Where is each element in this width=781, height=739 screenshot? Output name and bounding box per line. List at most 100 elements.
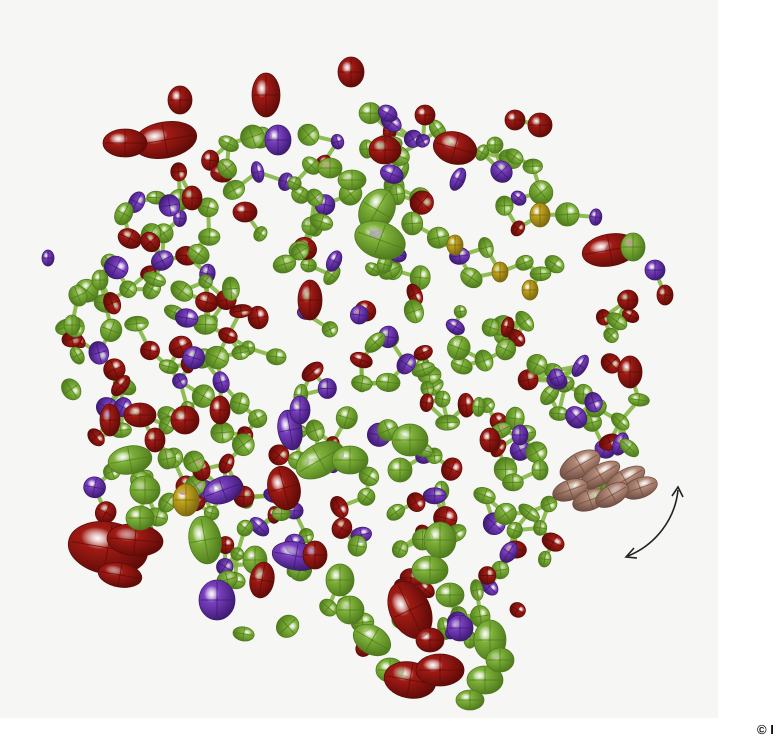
carbon-atom [426,226,450,249]
carbon-atom [187,243,210,265]
carbon-atom [628,393,650,407]
nitrogen-atom [83,476,106,499]
oxygen-atom [330,496,349,518]
carbon-atom [305,419,325,442]
carbon-atom [515,310,535,332]
oxygen-atom [331,517,353,539]
disordered-atom [595,482,629,508]
carbon-atom [387,457,413,483]
oxygen-atom [441,457,463,481]
nitrogen-atom [174,308,199,328]
carbon-atom [474,349,494,372]
nitrogen-atom [589,208,603,226]
oxygen-atom [170,162,188,182]
nitrogen-atom [172,373,188,389]
nitrogen-atom [151,250,174,271]
carbon-atom [236,519,254,537]
nitrogen-atom [158,194,181,217]
carbon-atom [423,521,457,559]
nitrogen-atom [446,614,474,642]
nitrogen-atom [203,475,243,505]
carbon-atom [505,406,525,431]
carbon-atom [357,487,376,506]
carbon-atom [231,433,255,457]
carbon-atom [365,262,381,277]
disordered-atom [579,460,621,490]
carbon-atom [157,448,177,470]
oxygen-atom [478,566,497,585]
carbon-atom [544,255,565,274]
carbon-atom [358,466,380,487]
oxygen-atom [209,395,231,425]
carbon-atom [183,450,205,473]
oxygen-atom [268,444,290,466]
oxygen-atom [414,104,436,126]
carbon-atom [203,505,220,521]
carbon-atom [411,361,435,378]
carbon-atom [317,157,343,179]
carbon-atom [494,502,517,525]
carbon-atom [518,503,540,522]
oxygen-atom [656,284,674,306]
carbon-atom [401,211,424,236]
carbon-atom [231,345,250,361]
carbon-atom [321,321,339,338]
nitrogen-atom [548,368,565,387]
oxygen-atom [504,109,526,131]
carbon-atom [301,156,321,175]
carbon-atom [481,318,500,337]
oxygen-atom [201,149,220,171]
carbon-atom [386,503,405,521]
copyright-credit: © I [757,722,774,737]
carbon-atom [158,359,179,374]
carbon-atom [473,487,496,505]
oxygen-atom [510,220,526,237]
oxygen-atom [415,653,465,687]
oxygen-atom [541,532,565,552]
nitrogen-atom [571,354,589,377]
oxygen-atom [140,340,160,361]
oxygen-atom [419,393,434,412]
carbon-atom [540,384,560,406]
oxygen-atom [87,428,105,447]
carbon-atom [403,299,424,324]
carbon-atom [63,314,81,336]
oxygen-atom [249,561,275,599]
carbon-atom [450,357,473,375]
motion-arrow-icon [624,485,684,559]
carbon-atom [335,595,365,625]
sulfur-atom [446,234,464,256]
oxygen-atom [97,562,143,588]
nitrogen-atom [212,371,230,394]
oxygen-atom [302,540,328,570]
nitrogen-atom [396,353,416,375]
carbon-atom [143,271,166,287]
oxygen-atom [170,405,200,435]
nitrogen-atom [380,164,404,184]
carbon-atom [193,314,218,335]
carbon-atom [287,176,302,191]
oxygen-atom [349,351,373,369]
carbon-atom [460,267,483,289]
carbon-atom [222,179,245,200]
carbon-atom [606,312,628,331]
nitrogen-atom [584,392,603,413]
carbon-atom [470,579,484,601]
oxygen-atom [622,308,640,323]
carbon-atom [198,228,221,246]
carbon-atom [91,269,109,291]
oxygen-atom [413,344,433,361]
carbon-atom [455,689,485,711]
carbon-atom [411,555,449,585]
carbon-atom [506,521,523,539]
oxygen-atom [479,427,501,453]
nitrogen-atom [182,346,206,370]
carbon-atom [610,412,630,431]
oxygen-atom [232,201,258,223]
carbon-atom [61,378,82,401]
oxygen-atom [218,453,235,474]
carbon-atom [354,220,406,260]
nitrogen-atom [264,124,292,156]
oxygen-atom [117,228,142,249]
carbon-atom [540,495,558,513]
